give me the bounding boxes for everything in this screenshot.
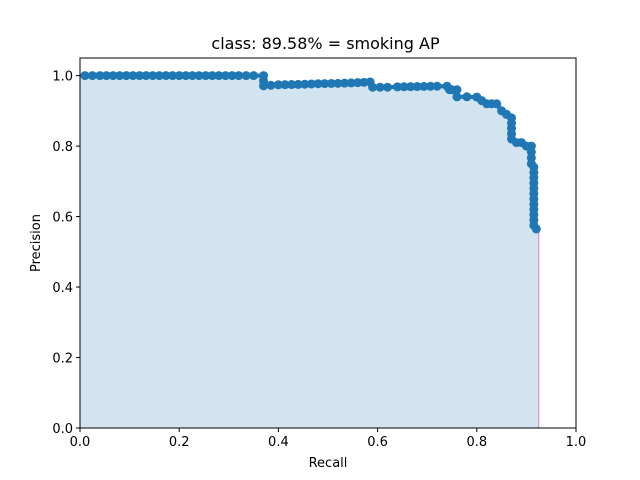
data-point-fill — [375, 82, 385, 92]
data-point — [492, 99, 502, 109]
data-point — [194, 71, 204, 81]
data-point — [368, 82, 378, 92]
data-point-fill — [128, 71, 138, 81]
data-point — [452, 85, 462, 95]
data-point-fill — [399, 82, 409, 92]
data-point — [462, 92, 472, 102]
x-tick-label: 0.0 — [70, 435, 91, 450]
data-point-fill — [181, 71, 191, 81]
data-point — [154, 71, 164, 81]
data-point — [273, 80, 283, 90]
data-point — [95, 71, 105, 81]
data-point-fill — [168, 71, 178, 81]
data-point-fill — [201, 71, 211, 81]
data-point-fill — [161, 71, 171, 81]
data-point-fill — [419, 81, 429, 91]
data-point-fill — [101, 71, 111, 81]
data-point — [234, 71, 244, 81]
data-point-fill — [227, 71, 237, 81]
data-point-fill — [220, 71, 230, 81]
area-fill — [80, 75, 540, 428]
data-point-fill — [426, 81, 436, 91]
y-tick-label: 0.0 — [52, 422, 73, 437]
data-point — [80, 71, 90, 81]
y-tick-label: 0.6 — [52, 211, 73, 226]
data-point — [249, 71, 259, 81]
data-point — [531, 224, 541, 234]
data-point — [135, 71, 145, 81]
data-point — [452, 92, 462, 102]
data-point-fill — [300, 79, 310, 89]
data-point-fill — [306, 79, 316, 89]
x-tick-label: 0.6 — [367, 435, 388, 450]
data-point — [214, 71, 224, 81]
data-point-fill — [326, 78, 336, 88]
axes-frame — [79, 57, 577, 429]
x-tick-label: 1.0 — [566, 435, 587, 450]
data-point — [313, 79, 323, 89]
data-point-fill — [320, 79, 330, 89]
y-tick-label: 1.0 — [52, 70, 73, 85]
data-point — [392, 82, 402, 92]
data-point — [383, 82, 393, 92]
data-point — [293, 79, 303, 89]
data-point — [432, 81, 442, 91]
x-tick-label: 0.2 — [169, 435, 190, 450]
data-point-fill — [346, 78, 356, 88]
data-point — [333, 78, 343, 88]
data-point-fill — [280, 80, 290, 90]
y-tick-label: 0.2 — [52, 352, 73, 367]
data-point-fill — [287, 80, 297, 90]
x-tick-label: 0.4 — [268, 435, 289, 450]
y-tick-label: 0.4 — [52, 281, 73, 296]
area-fill-polygon — [80, 75, 539, 428]
data-point-fill — [141, 71, 151, 81]
x-axis-ticks: 0.0 0.2 0.4 0.6 0.8 1.0 — [70, 428, 587, 450]
data-point — [115, 71, 125, 81]
data-point-fill — [406, 82, 416, 92]
y-tick-label: 0.8 — [52, 140, 73, 155]
data-point-fill — [187, 71, 197, 81]
data-point-fill — [148, 71, 158, 81]
data-point — [174, 71, 184, 81]
data-point-fill — [207, 71, 217, 81]
data-point-fill — [108, 71, 118, 81]
plot-area — [79, 57, 577, 429]
data-point-fill — [121, 71, 131, 81]
data-point — [412, 82, 422, 92]
data-point-fill — [266, 80, 276, 90]
y-axis-label: Precision — [29, 214, 44, 272]
x-tick-label: 0.8 — [466, 435, 487, 450]
data-point — [259, 81, 269, 91]
chart-title: class: 89.58% = smoking AP — [211, 34, 440, 53]
x-axis-label: Recall — [309, 456, 348, 471]
series-layer — [80, 71, 541, 234]
data-point-fill — [87, 71, 97, 81]
data-point-fill — [241, 71, 251, 81]
data-point-fill — [340, 78, 350, 88]
y-axis-ticks: 0.0 0.2 0.4 0.6 0.8 1.0 — [52, 70, 80, 437]
